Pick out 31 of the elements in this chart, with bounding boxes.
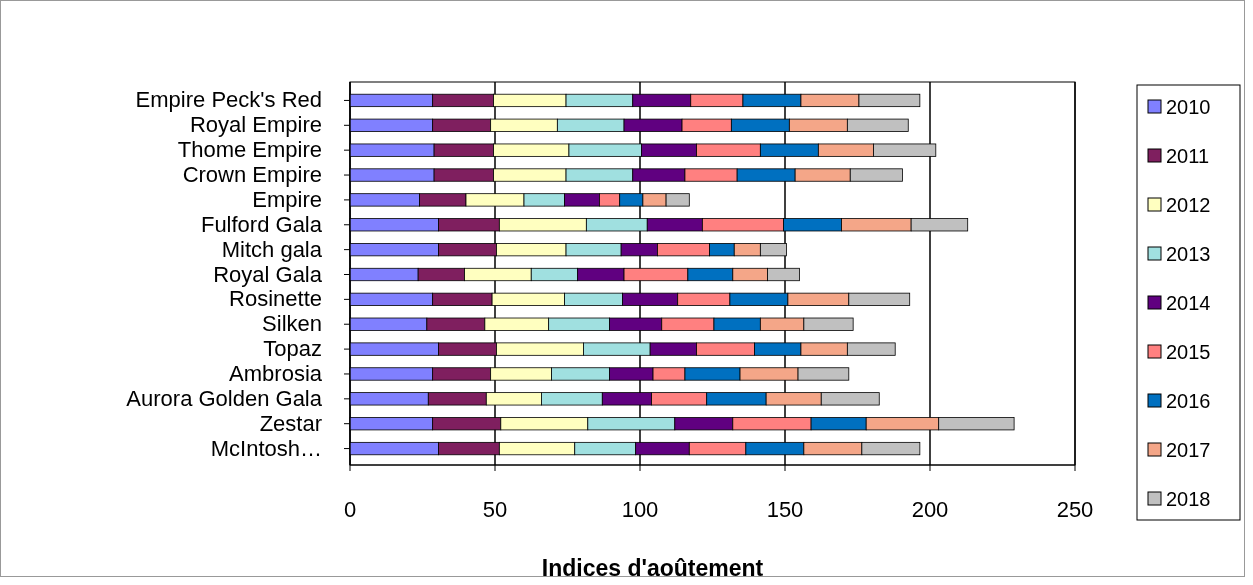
legend-label: 2015 <box>1166 341 1211 363</box>
y-tick-label: Mitch gala <box>221 236 323 262</box>
y-tick-label: Crown Empire <box>182 162 322 188</box>
y-tick-label: Rosinette <box>229 286 322 312</box>
legend-label: 2012 <box>1166 194 1211 216</box>
legend-label: 2010 <box>1166 96 1211 118</box>
legend-label: 2017 <box>1166 439 1211 461</box>
y-tick-label: Topaz <box>263 336 322 362</box>
x-axis-title: Indices d'aoûtement <box>541 555 764 581</box>
y-tick-label: Fulford Gala <box>200 211 323 237</box>
y-tick-label: Royal Empire <box>189 112 322 138</box>
legend-label: 2016 <box>1166 390 1211 412</box>
x-tick-label: 200 <box>911 497 949 522</box>
x-tick-label: 50 <box>482 497 508 522</box>
x-tick-label: 150 <box>766 497 804 522</box>
y-tick-label: Ambrosia <box>229 360 323 386</box>
legend-label: 2018 <box>1166 488 1211 510</box>
y-tick-label: Empire Peck's Red <box>135 87 322 113</box>
y-tick-label: Silken <box>262 311 322 337</box>
legend-label: 2011 <box>1166 145 1210 167</box>
x-tick-label: 100 <box>621 497 659 522</box>
legend-label: 2013 <box>1166 243 1211 265</box>
legend-label: 2014 <box>1166 292 1211 314</box>
y-tick-label: McIntosh… <box>210 435 322 461</box>
y-tick-label: Royal Gala <box>213 261 323 287</box>
y-tick-label: Zestar <box>259 410 322 436</box>
y-tick-label: Thome Empire <box>177 137 322 163</box>
y-tick-label: Aurora Golden Gala <box>126 385 323 411</box>
x-tick-label: 250 <box>1056 497 1094 522</box>
y-tick-label: Empire <box>252 186 322 212</box>
x-tick-label: 0 <box>343 497 357 522</box>
